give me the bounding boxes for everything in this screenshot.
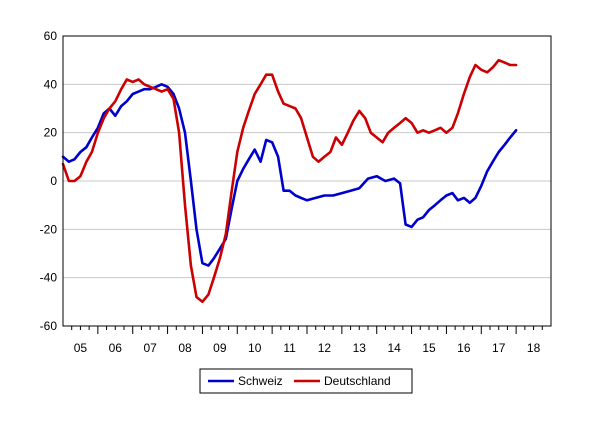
x-tick-label: 10	[248, 341, 262, 355]
grid-lines	[63, 83, 551, 279]
x-tick-label: 16	[457, 341, 471, 355]
series-line-deutschland	[61, 58, 518, 304]
y-tick-label: 0	[50, 174, 57, 188]
series-lines	[61, 58, 518, 304]
legend: Schweiz Deutschland	[199, 368, 413, 394]
y-tick-label: 60	[44, 29, 58, 43]
x-tick-label: 05	[74, 341, 88, 355]
x-tick-label: 09	[213, 341, 227, 355]
y-tick-label: -20	[40, 222, 58, 236]
series-line-schweiz	[61, 83, 518, 267]
x-tick-label: 11	[283, 341, 296, 355]
y-tick-label: 40	[44, 77, 58, 91]
x-tick-label: 12	[318, 341, 332, 355]
x-tick-label: 13	[353, 341, 367, 355]
x-tick-label: 06	[109, 341, 123, 355]
y-axis-ticks: 60 40 20 0 -20 -40 -60	[40, 29, 58, 333]
x-tick-label: 18	[527, 341, 541, 355]
legend-label-deutschland: Deutschland	[324, 374, 391, 388]
x-tick-label: 14	[387, 341, 401, 355]
y-tick-label: 20	[44, 126, 58, 140]
y-tick-label: -40	[40, 271, 58, 285]
x-tick-label: 08	[178, 341, 192, 355]
x-tick-label: 15	[422, 341, 436, 355]
legend-label-schweiz: Schweiz	[238, 374, 283, 388]
x-tick-label: 17	[492, 341, 506, 355]
x-axis-ticks: 05 06 07 08 09 10 11 12 13 14 15 16 17 18	[71, 326, 543, 355]
plot-frame	[62, 35, 552, 327]
y-tick-label: -60	[40, 319, 58, 333]
x-tick-label: 07	[143, 341, 157, 355]
